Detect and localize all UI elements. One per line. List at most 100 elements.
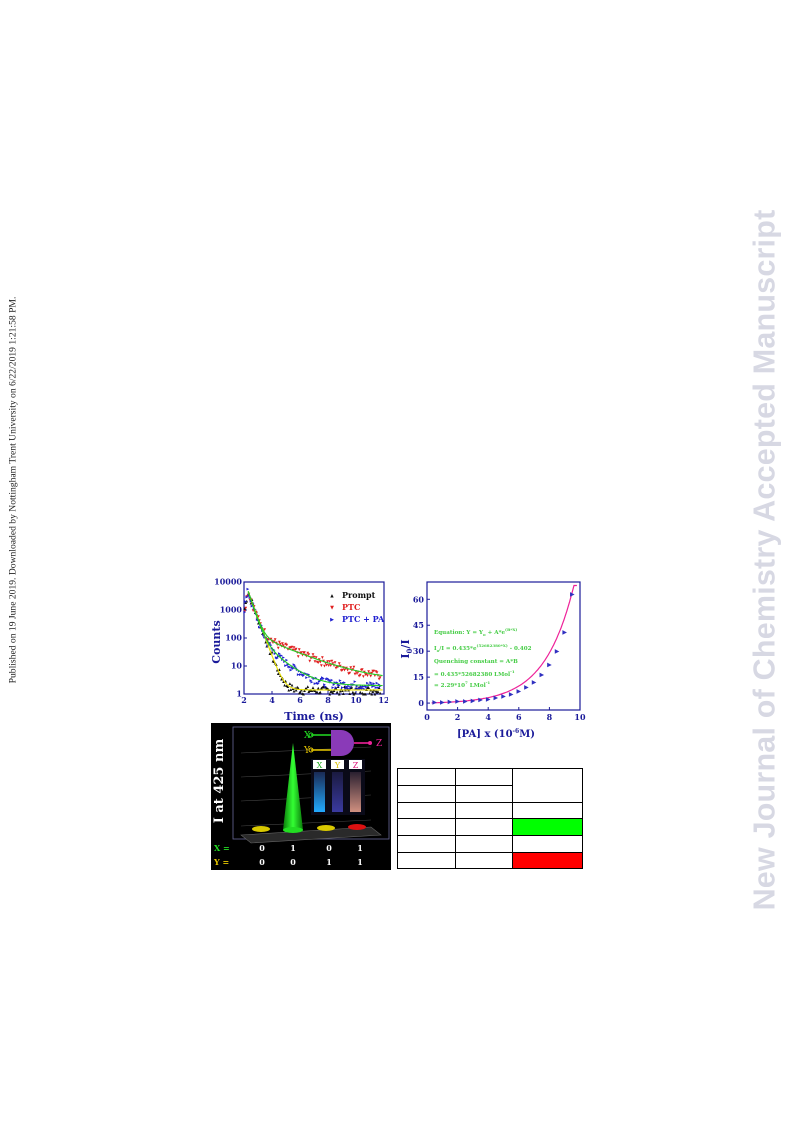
decay-point-prompt: ▲ xyxy=(351,690,354,694)
vial-z xyxy=(350,772,361,812)
decay-point-ptc-pa: ▶ xyxy=(245,595,248,599)
decay-point-prompt: ▲ xyxy=(290,688,293,692)
tt-r1-c2 xyxy=(455,768,513,786)
sv-point: ▶ xyxy=(532,679,537,686)
tt-r2-c2 xyxy=(455,785,513,803)
decay-point-prompt: ▲ xyxy=(291,683,294,687)
sv-point: ▶ xyxy=(486,696,491,703)
decay-ytick-label: 10 xyxy=(231,661,243,671)
decay-point-prompt: ▲ xyxy=(245,599,248,603)
decay-point-ptc: ▼ xyxy=(358,674,361,678)
disc-01 xyxy=(317,825,335,831)
decay-xtick-label: 8 xyxy=(325,695,331,705)
decay-point-ptc: ▼ xyxy=(374,673,377,677)
decay-point-ptc-pa: ▶ xyxy=(371,685,374,689)
vial-label-z-box xyxy=(349,760,362,769)
vial-label-y-box xyxy=(331,760,344,769)
decay-point-ptc-pa: ▶ xyxy=(311,680,314,684)
decay-point-ptc-pa: ▶ xyxy=(294,664,297,668)
y-val-2: 0 xyxy=(290,857,296,867)
decay-point-ptc-pa: ▶ xyxy=(279,654,282,658)
decay-point-ptc-pa: ▶ xyxy=(315,676,318,680)
sv-point: ▶ xyxy=(524,684,529,691)
decay-point-prompt: ▲ xyxy=(287,688,290,692)
decay-point-prompt: ▲ xyxy=(322,685,325,689)
decay-point-ptc-pa: ▶ xyxy=(275,655,278,659)
decay-point-ptc: ▼ xyxy=(281,641,284,645)
decay-point-ptc-pa: ▶ xyxy=(365,685,368,689)
decay-point-ptc: ▼ xyxy=(279,642,282,646)
decay-point-ptc: ▼ xyxy=(372,669,375,673)
decay-point-ptc: ▼ xyxy=(316,660,319,664)
sv-xtick-label: 2 xyxy=(455,712,461,722)
decay-point-prompt: ▲ xyxy=(307,689,310,693)
decay-ytick-label: 100 xyxy=(225,633,242,643)
decay-point-prompt: ▲ xyxy=(272,659,275,663)
x-val-3: 0 xyxy=(326,843,332,853)
decay-point-ptc-pa: ▶ xyxy=(292,666,295,670)
sv-ytick-label: 60 xyxy=(413,594,425,604)
decay-point-ptc: ▼ xyxy=(301,653,304,657)
decay-point-prompt: ▲ xyxy=(349,686,352,690)
decay-point-ptc-pa: ▶ xyxy=(305,675,308,679)
decay-point-prompt: ▲ xyxy=(278,667,281,671)
decay-point-ptc: ▼ xyxy=(332,662,335,666)
decay-plot-frame xyxy=(243,581,385,695)
decay-xlabel: Time (ns) xyxy=(284,710,343,723)
decay-point-ptc: ▼ xyxy=(282,643,285,647)
decay-point-ptc-pa: ▶ xyxy=(246,587,249,591)
decay-point-prompt: ▲ xyxy=(250,601,253,605)
decay-point-ptc: ▼ xyxy=(325,663,328,667)
sv-equation: Equation: Y = Yo + A*e(B*X) Io/I = 0.435… xyxy=(434,627,532,689)
decay-point-ptc: ▼ xyxy=(371,669,374,673)
decay-point-prompt: ▲ xyxy=(375,689,378,693)
decay-point-ptc: ▼ xyxy=(353,665,356,669)
decay-point-ptc: ▼ xyxy=(343,668,346,672)
decay-point-prompt: ▲ xyxy=(376,690,379,694)
decay-point-ptc-pa: ▶ xyxy=(328,678,331,682)
decay-point-ptc-pa: ▶ xyxy=(284,664,287,668)
sv-point: ▶ xyxy=(463,698,468,705)
decay-point-ptc: ▼ xyxy=(362,675,365,679)
decay-point-ptc: ▼ xyxy=(246,594,249,598)
decay-point-ptc-pa: ▶ xyxy=(343,681,346,685)
decay-point-ptc-pa: ▶ xyxy=(273,648,276,652)
decay-point-ptc: ▼ xyxy=(303,651,306,655)
decay-point-ptc-pa: ▶ xyxy=(288,665,291,669)
sv-xtick-label: 10 xyxy=(574,712,586,722)
sv-ylabel: I0/I xyxy=(399,639,414,658)
decay-point-prompt: ▲ xyxy=(377,690,380,694)
decay-ytick-label: 1 xyxy=(236,689,242,699)
decay-point-ptc-pa: ▶ xyxy=(302,673,305,677)
decay-point-prompt: ▲ xyxy=(293,689,296,693)
decay-point-ptc: ▼ xyxy=(356,671,359,675)
decay-point-ptc-pa: ▶ xyxy=(358,686,361,690)
tt-r1-c3 xyxy=(512,768,583,803)
decay-point-ptc-pa: ▶ xyxy=(307,673,310,677)
decay-point-prompt: ▲ xyxy=(371,690,374,694)
decay-point-ptc: ▼ xyxy=(369,674,372,678)
decay-point-ptc-pa: ▶ xyxy=(357,687,360,691)
tt-r3-c2 xyxy=(455,802,513,819)
decay-point-ptc: ▼ xyxy=(335,666,338,670)
sv-xtick-label: 8 xyxy=(547,712,553,722)
decay-point-prompt: ▲ xyxy=(330,689,333,693)
decay-point-prompt: ▲ xyxy=(306,685,309,689)
decay-point-prompt: ▲ xyxy=(298,691,301,695)
x-val-4: 1 xyxy=(357,843,363,853)
decay-point-prompt: ▲ xyxy=(255,609,258,613)
decay-point-ptc: ▼ xyxy=(274,638,277,642)
decay-point-ptc-pa: ▶ xyxy=(326,676,329,680)
decay-point-prompt: ▲ xyxy=(318,691,321,695)
decay-point-prompt: ▲ xyxy=(316,690,319,694)
disc-00 xyxy=(252,826,270,832)
decay-point-prompt: ▲ xyxy=(315,690,318,694)
decay-point-prompt: ▲ xyxy=(285,683,288,687)
decay-point-ptc: ▼ xyxy=(359,673,362,677)
decay-point-ptc: ▼ xyxy=(354,672,357,676)
decay-point-ptc-pa: ▶ xyxy=(344,687,347,691)
decay-point-prompt: ▲ xyxy=(350,685,353,689)
tt-r6-c3-red xyxy=(512,852,583,869)
decay-point-ptc-pa: ▶ xyxy=(334,680,337,684)
